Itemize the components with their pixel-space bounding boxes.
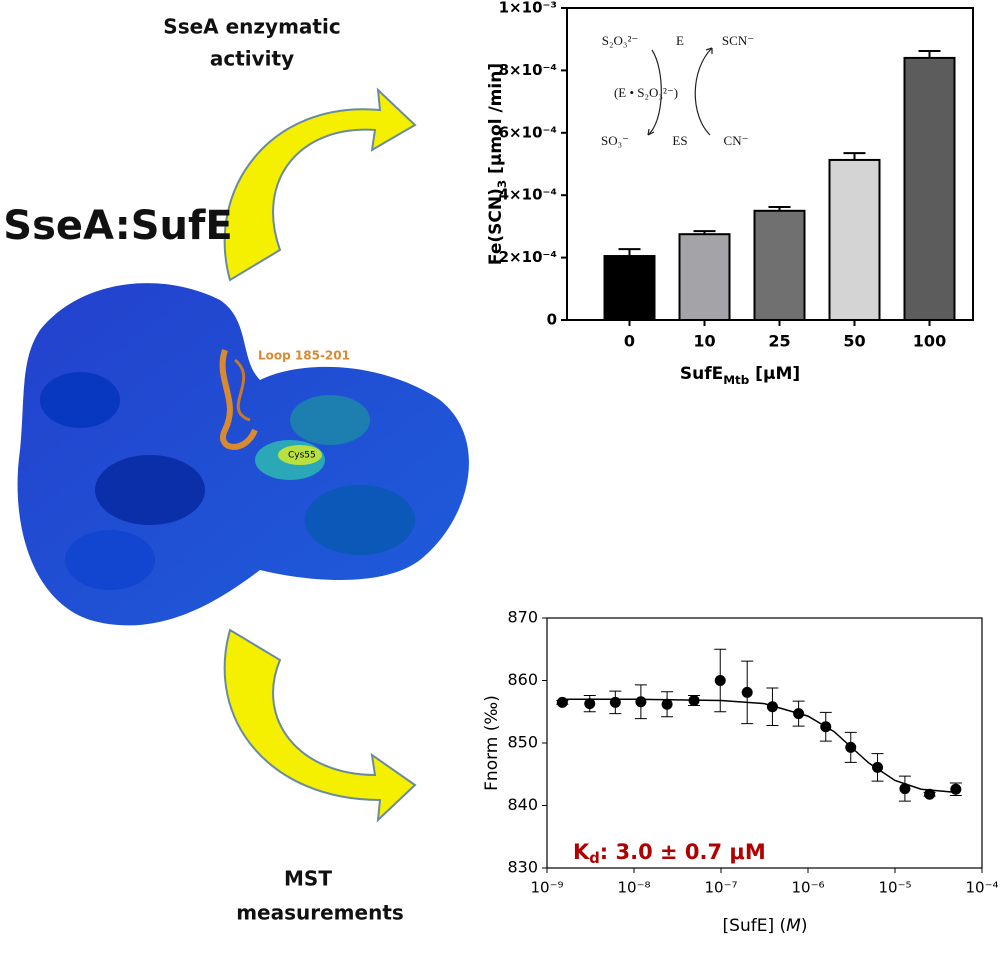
bar (603, 255, 656, 322)
y-axis-label-part: 3 (495, 180, 509, 188)
y-axis-label: Fe(SCN)3 [µmol /min] (486, 63, 509, 265)
arrow (223, 628, 417, 823)
point (635, 696, 647, 708)
bottom-label: measurements (236, 901, 404, 925)
arrow (223, 87, 417, 282)
x-axis-label-part: [µM] (749, 364, 800, 384)
error-bar (693, 230, 716, 235)
x-axis-label-part: M (786, 916, 801, 936)
point (584, 698, 596, 710)
y-tick-label: 1×10⁻³ (499, 0, 557, 17)
bottom-label: MST (284, 867, 332, 891)
plot-frame (566, 7, 974, 321)
bar (678, 233, 731, 321)
x-tick-label: 25 (768, 332, 790, 351)
x-axis-label-part: SufE (680, 364, 723, 384)
error-bar (768, 206, 791, 211)
y-tick-label: 6×10⁻⁴ (499, 123, 557, 141)
scheme-label: S₂O₃²⁻ (602, 33, 638, 48)
top-label: SseA enzymatic (163, 15, 340, 39)
point (924, 788, 936, 800)
x-tick-label: 100 (913, 332, 946, 351)
scheme-arrows (647, 47, 713, 136)
kd-annotation-part: K (573, 840, 590, 864)
point (793, 708, 805, 720)
x-tick-label: 10⁻⁶ (791, 879, 824, 897)
point (688, 695, 700, 706)
x-tick-label: 10⁻⁷ (704, 879, 737, 897)
x-axis-label: [SufE] (M) (723, 916, 808, 936)
x-tick-label: 10⁻⁴ (965, 879, 998, 897)
scheme-label: CN⁻ (724, 133, 749, 148)
point (714, 675, 726, 686)
loop-label: Loop 185-201 (258, 349, 350, 363)
kd-annotation-part: : 3.0 ± 0.7 μM (600, 840, 766, 864)
point (899, 783, 911, 795)
bar (828, 158, 881, 321)
bar (903, 56, 956, 321)
scheme-label: SCN⁻ (722, 33, 754, 48)
y-axis-label-part: [µmol /min] (486, 63, 506, 180)
y-tick-label: 0 (547, 311, 557, 329)
y-tick-label: 870 (507, 608, 538, 627)
scheme-label: ES (672, 133, 687, 148)
x-axis-label: SufEMtb [µM] (680, 364, 800, 387)
x-tick-label: 50 (843, 332, 865, 351)
x-tick-label: 10⁻⁸ (617, 879, 650, 897)
figure-title: SseA:SufE (3, 203, 232, 249)
y-axis-label: Fnorm (‰) (482, 695, 502, 791)
x-tick-label: 0 (624, 332, 635, 351)
plot-frame (546, 617, 983, 869)
y-tick-label: 850 (507, 733, 538, 752)
x-axis-label-part: ) (801, 916, 808, 936)
point (872, 761, 884, 773)
x-tick-label: 10⁻⁵ (878, 879, 911, 897)
point (950, 783, 962, 795)
y-axis-label-part: Fe(SCN) (486, 188, 506, 265)
point (556, 696, 568, 708)
y-tick-label: 830 (507, 858, 538, 877)
error-bar (618, 248, 641, 257)
scheme-label: (E • S₂O₃²⁻) (614, 85, 678, 100)
x-tick-label: 10⁻⁹ (530, 879, 563, 897)
top-label: activity (210, 47, 294, 71)
y-tick-label: 4×10⁻⁴ (499, 186, 557, 204)
protein-structure (17, 283, 469, 626)
point (845, 741, 857, 753)
kd-annotation: Kd: 3.0 ± 0.7 μM (573, 840, 766, 867)
kd-annotation-part: d (589, 850, 600, 867)
x-tick-label: 10 (693, 332, 715, 351)
scheme-label: E (676, 33, 684, 48)
cys-label: Cys55 (288, 451, 316, 461)
y-tick-label: 840 (507, 795, 538, 814)
y-tick-label: 860 (507, 670, 538, 689)
fit-line (562, 698, 956, 794)
y-tick-label: 2×10⁻⁴ (499, 248, 557, 266)
error-bar (843, 152, 866, 160)
x-axis-label-part: Mtb (723, 373, 749, 387)
bar (753, 209, 806, 321)
y-tick-label: 8×10⁻⁴ (499, 61, 557, 79)
x-axis-label-part: [SufE] ( (723, 916, 787, 936)
point (661, 698, 673, 710)
error-bar (918, 50, 941, 58)
scheme-label: SO₃⁻ (601, 133, 629, 148)
point (820, 721, 832, 733)
point (766, 701, 778, 713)
point (741, 686, 753, 698)
point (609, 696, 621, 708)
